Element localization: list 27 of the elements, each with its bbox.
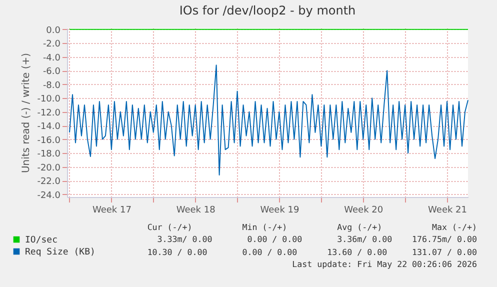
y-tick-label: -16.0 bbox=[37, 136, 61, 146]
chart-title: IOs for /dev/loop2 - by month bbox=[179, 3, 356, 18]
text: 10.30 / 0.00 0.00 / 0.00 13.60 / 0.00 131.07 / 0.00 bbox=[147, 246, 477, 257]
y-tick-label: -20.0 bbox=[37, 163, 61, 174]
text: Last update: Fri May 22 00:26:06 2026 bbox=[292, 258, 477, 269]
text: Cur (-/+) Min (-/+) Avg (-/+) Max (-/+) bbox=[147, 222, 477, 232]
y-tick-label: -14.0 bbox=[37, 122, 61, 132]
y-tick-label: -10.0 bbox=[37, 94, 61, 105]
x-tick-label: Week 18 bbox=[176, 206, 216, 216]
y-tick-label: -8.0 bbox=[42, 80, 61, 91]
y-tick-label: -18.0 bbox=[37, 150, 61, 160]
x-tick-label: Week 21 bbox=[428, 206, 468, 216]
y-axis-title: Units read (-) / write (+) bbox=[21, 52, 32, 174]
y-tick-label: -24.0 bbox=[37, 190, 61, 201]
y-tick-label: -6.0 bbox=[42, 67, 61, 78]
x-tick-label: Week 19 bbox=[260, 206, 300, 216]
y-tick-label: 0.0 bbox=[46, 26, 61, 36]
x-tick-label: Week 20 bbox=[344, 206, 384, 216]
y-tick-label: -4.0 bbox=[42, 53, 61, 64]
legend-label: IO/sec bbox=[25, 236, 58, 246]
legend-label: Req Size (KB) bbox=[25, 248, 96, 258]
text: 3.33m/ 0.00 0.00 / 0.00 3.36m/ 0.00 176.75m/ 0.00 bbox=[157, 234, 477, 244]
x-tick-label: Week 17 bbox=[92, 206, 132, 216]
y-tick-label: -2.0 bbox=[42, 40, 61, 50]
line-series bbox=[68, 64, 468, 176]
y-tick-label: -12.0 bbox=[37, 108, 61, 118]
y-tick-label: -22.0 bbox=[37, 177, 61, 188]
